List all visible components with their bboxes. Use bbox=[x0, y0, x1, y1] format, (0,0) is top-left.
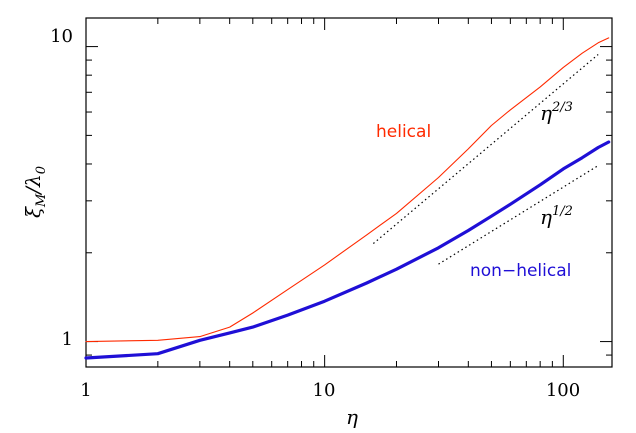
svg-text:ξM/λ0: ξM/λ0 bbox=[21, 166, 49, 218]
x-tick-label-10: 10 bbox=[313, 380, 336, 401]
slope-label-two-thirds: η2/3 bbox=[540, 100, 573, 125]
y-axis-label: ξM/λ0 bbox=[21, 166, 49, 218]
x-axis-label: η bbox=[346, 405, 358, 429]
series-line-non-helical bbox=[84, 140, 611, 360]
plot-frame bbox=[85, 17, 613, 368]
tick-marks bbox=[85, 18, 612, 367]
series-line-helical bbox=[85, 37, 610, 343]
non-helical-annotation: non−helical bbox=[470, 261, 571, 281]
reference-line-one-half bbox=[438, 165, 599, 265]
slope-label-one-half: η1/2 bbox=[540, 204, 573, 229]
series-lines bbox=[84, 37, 611, 360]
x-tick-label-100: 100 bbox=[546, 380, 580, 401]
y-tick-label-1: 1 bbox=[62, 329, 73, 350]
reference-lines bbox=[372, 54, 599, 265]
y-tick-label-10: 10 bbox=[50, 26, 73, 47]
helical-annotation: helical bbox=[376, 122, 431, 142]
x-tick-label-1: 1 bbox=[80, 380, 91, 401]
